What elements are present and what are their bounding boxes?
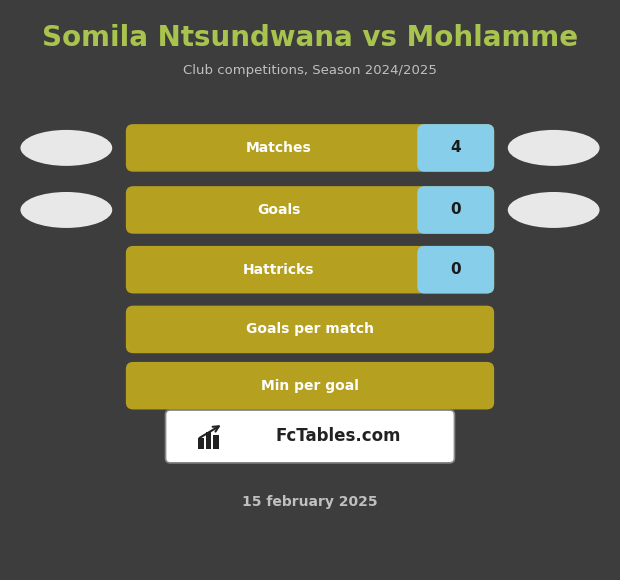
FancyBboxPatch shape xyxy=(166,410,454,463)
Text: Matches: Matches xyxy=(246,141,312,155)
Text: Somila Ntsundwana vs Mohlamme: Somila Ntsundwana vs Mohlamme xyxy=(42,24,578,52)
Ellipse shape xyxy=(20,130,112,166)
FancyBboxPatch shape xyxy=(126,306,494,353)
FancyBboxPatch shape xyxy=(198,438,204,449)
FancyBboxPatch shape xyxy=(126,246,494,293)
FancyBboxPatch shape xyxy=(126,124,494,172)
FancyBboxPatch shape xyxy=(417,124,494,172)
Text: FcTables.com: FcTables.com xyxy=(275,427,401,445)
FancyBboxPatch shape xyxy=(206,432,211,449)
Ellipse shape xyxy=(508,192,600,228)
Text: Goals: Goals xyxy=(257,203,301,217)
FancyBboxPatch shape xyxy=(126,186,494,234)
FancyBboxPatch shape xyxy=(417,246,494,293)
Text: 0: 0 xyxy=(450,202,461,218)
Text: Min per goal: Min per goal xyxy=(261,379,359,393)
Ellipse shape xyxy=(508,130,600,166)
FancyBboxPatch shape xyxy=(213,435,219,449)
Text: 15 february 2025: 15 february 2025 xyxy=(242,495,378,509)
Text: Goals per match: Goals per match xyxy=(246,322,374,336)
Text: 4: 4 xyxy=(450,140,461,155)
FancyBboxPatch shape xyxy=(126,362,494,409)
FancyBboxPatch shape xyxy=(417,186,494,234)
Text: Hattricks: Hattricks xyxy=(243,263,315,277)
Ellipse shape xyxy=(20,192,112,228)
Text: Club competitions, Season 2024/2025: Club competitions, Season 2024/2025 xyxy=(183,64,437,77)
Text: 0: 0 xyxy=(450,262,461,277)
